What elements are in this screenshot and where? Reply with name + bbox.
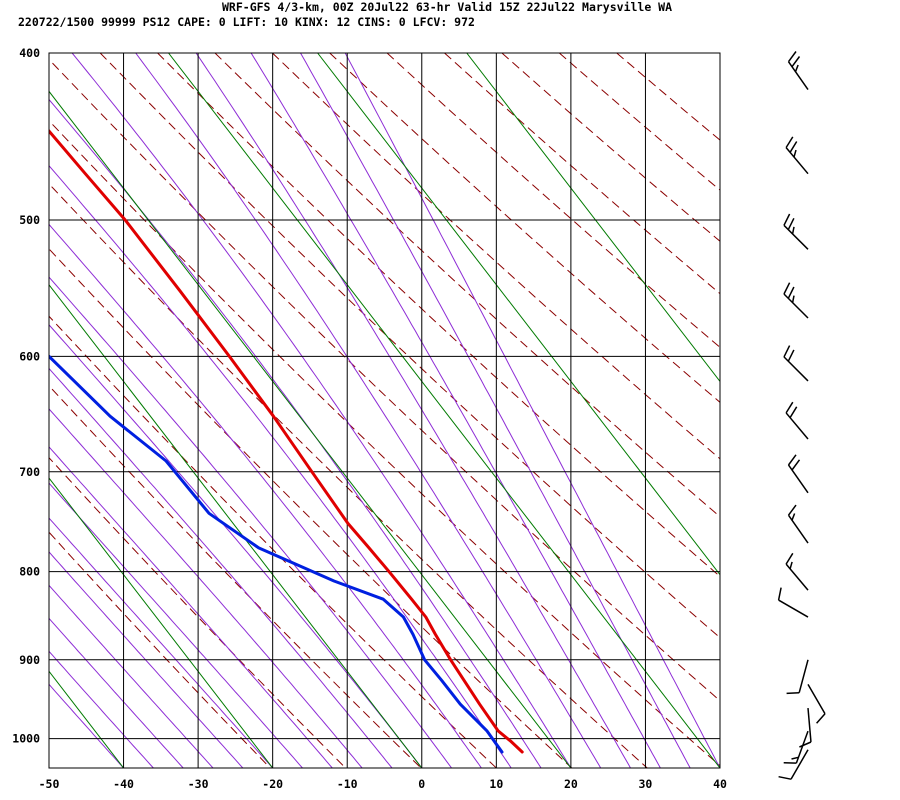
dry-adiabat (444, 53, 720, 295)
wind-barb (785, 401, 809, 440)
dry-adiabat (329, 53, 720, 403)
moist-adiabat (49, 482, 303, 768)
y-tick-label: 600 (19, 349, 40, 363)
y-tick-label: 500 (19, 213, 40, 227)
mixing-ratio-line (49, 283, 423, 768)
wind-barb (786, 659, 809, 695)
x-tick-label: -40 (113, 777, 134, 791)
indices-line: 220722/1500 99999 PS12 CAPE: 0 LIFT: 10 … (18, 15, 475, 29)
moist-adiabat (49, 517, 274, 768)
moist-adiabat (49, 164, 512, 768)
dry-adiabat (386, 53, 720, 348)
dry-adiabat (49, 119, 720, 767)
dewpoint-trace (49, 354, 504, 754)
x-tick-label: -20 (262, 777, 283, 791)
moist-adiabat (49, 98, 542, 768)
y-tick-label: 700 (19, 465, 40, 479)
dry-adiabat (49, 385, 422, 768)
wind-barb (785, 136, 809, 175)
dry-adiabat (501, 53, 720, 242)
plot-frame (48, 52, 721, 769)
wind-barb (787, 51, 809, 90)
moist-adiabat (49, 367, 393, 768)
moist-adiabat (71, 53, 572, 768)
x-tick-label: 10 (489, 777, 503, 791)
wind-barbs (777, 51, 826, 780)
dry-adiabat (99, 53, 720, 639)
x-tick-label: 30 (639, 777, 653, 791)
wind-barb (777, 587, 809, 618)
mixing-ratio-line (317, 53, 720, 576)
moist-adiabat (49, 446, 333, 768)
mixing-ratio-line (49, 90, 572, 768)
x-tick-label: 20 (564, 777, 578, 791)
wind-barb (787, 504, 809, 544)
moist-adiabat (49, 551, 244, 768)
moist-adiabat (250, 53, 661, 768)
dry-adiabat (49, 248, 573, 768)
dry-adiabat (49, 531, 271, 768)
mixing-ratio-line (168, 53, 720, 768)
x-tick-label: 40 (713, 777, 727, 791)
dry-adiabat (49, 58, 720, 702)
moist-adiabat (195, 53, 631, 768)
moist-adiabat (49, 276, 453, 768)
temperature-trace (49, 128, 524, 754)
dry-adiabat (616, 53, 720, 141)
moist-adiabat (49, 617, 184, 768)
wind-barb (785, 552, 809, 591)
dry-adiabat (157, 53, 720, 578)
wind-barb (783, 213, 809, 250)
wind-barb (783, 730, 809, 764)
dry-adiabat (49, 315, 497, 768)
moist-adiabat (300, 53, 691, 768)
x-tick-label: -50 (39, 777, 60, 791)
x-tick-label: 0 (418, 777, 425, 791)
y-tick-label: 400 (19, 46, 40, 60)
y-tick-label: 1000 (12, 732, 40, 746)
wind-barb (799, 708, 812, 748)
wind-barb (787, 454, 809, 494)
axis-ticks: -50 -40 -30 -20 -10 0 10 20 30 40 400 500 600 700 800 9… (12, 46, 727, 791)
mixing-ratio-line (466, 53, 720, 383)
moist-adiabat (49, 584, 214, 768)
dry-adiabat (49, 456, 346, 768)
sounding-traces (49, 128, 524, 754)
moist-adiabat (49, 223, 482, 768)
wind-barb (783, 345, 809, 382)
wind-barb (783, 282, 809, 319)
grid (48, 52, 721, 768)
y-tick-label: 900 (19, 653, 40, 667)
x-tick-label: -10 (337, 777, 358, 791)
moist-adiabat (49, 683, 124, 768)
dry-adiabat (49, 183, 648, 768)
wind-barb (778, 749, 809, 780)
y-tick-label: 800 (19, 565, 40, 579)
moist-adiabat (344, 53, 720, 768)
mixing-ratio-line (49, 477, 274, 768)
moist-adiabat (49, 324, 423, 768)
dry-adiabat (558, 53, 720, 191)
x-tick-label: -30 (188, 777, 209, 791)
chart-title: WRF-GFS 4/3-km, 00Z 20Jul22 63-hr Valid … (222, 0, 672, 14)
wind-barb (807, 683, 826, 724)
moist-adiabat (49, 650, 154, 768)
moist-adiabat (135, 53, 602, 768)
dry-adiabat (272, 53, 720, 460)
moist-adiabat (49, 408, 363, 768)
